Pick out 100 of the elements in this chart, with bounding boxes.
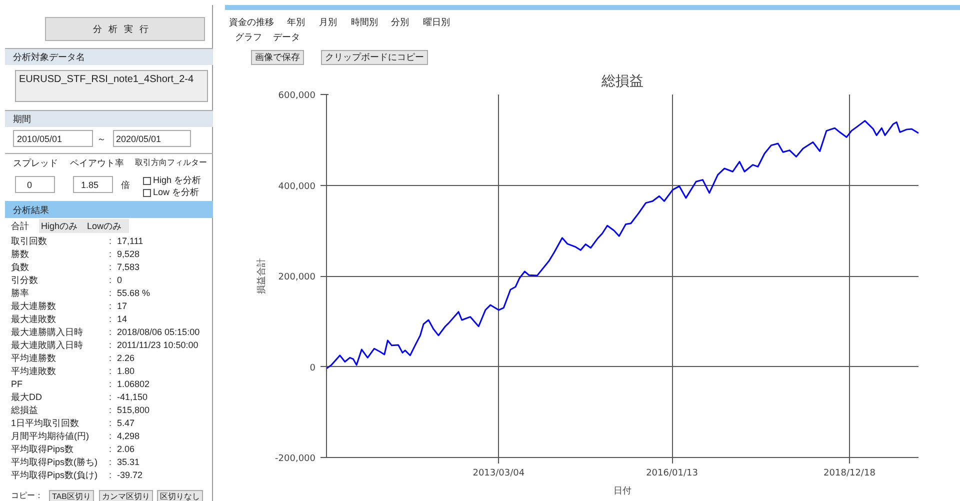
- text: 515,800: [117, 404, 150, 417]
- text: 9,528: [117, 248, 140, 261]
- text: 1日平均取引回数: [11, 417, 80, 430]
- text: 平均連敗数: [11, 365, 56, 378]
- text: :: [109, 261, 112, 274]
- text: 平均連勝数: [11, 352, 56, 365]
- text: 分別: [391, 16, 409, 29]
- text: 5.47: [117, 417, 135, 430]
- text: グラフ: [235, 31, 262, 44]
- text: クリップボードにコピー: [321, 50, 428, 65]
- text: 取引回数: [11, 235, 47, 248]
- text: 分析対象データ名: [13, 51, 85, 64]
- text: ～: [97, 133, 106, 146]
- text: 分 析 実 行: [93, 23, 151, 36]
- text: カンマ区切り: [99, 490, 153, 501]
- text: TAB区切り: [49, 490, 94, 501]
- y-tick-label: 0: [310, 363, 316, 374]
- chart-title: 総損益: [600, 74, 644, 90]
- text: -39.72: [117, 469, 143, 482]
- text: 0: [117, 274, 122, 287]
- text: 月別: [319, 16, 337, 29]
- y-tick-label: -200,000: [275, 454, 316, 464]
- text: 最大連勝購入日時: [11, 326, 83, 339]
- text: 合計: [11, 220, 29, 233]
- text: 倍: [121, 179, 130, 192]
- text: 55.68 %: [117, 287, 150, 300]
- text: 2010/05/01: [17, 133, 62, 146]
- text: 2011/11/23 10:50:00: [117, 339, 198, 352]
- text: :: [109, 287, 112, 300]
- text: PF: [11, 378, 23, 391]
- text: 総損益: [11, 404, 38, 417]
- text: 2.06: [117, 443, 135, 456]
- text: :: [109, 326, 112, 339]
- text: :: [109, 274, 112, 287]
- text: 14: [117, 313, 128, 326]
- text: :: [109, 443, 112, 456]
- text: 負数: [11, 261, 29, 274]
- y-axis-title: 損益合計: [256, 258, 268, 294]
- text: 最大連敗購入日時: [11, 339, 83, 352]
- text: :: [109, 339, 112, 352]
- text: 7,583: [117, 261, 140, 274]
- x-tick-label: 2018/12/18: [824, 468, 876, 478]
- text: 勝率: [11, 287, 29, 300]
- text: 平均取得Pips数(負け): [11, 469, 98, 482]
- text: :: [109, 391, 112, 404]
- text: 1.85: [81, 179, 99, 192]
- text: 17: [117, 300, 128, 313]
- x-axis-title: 日付: [614, 486, 632, 496]
- x-tick-label: 2016/01/13: [646, 468, 698, 478]
- text: 平均取得Pips数: [11, 443, 74, 456]
- text: 2.26: [117, 352, 135, 365]
- text: :: [109, 430, 112, 443]
- text: 最大DD: [11, 391, 42, 404]
- text: 2018/08/06 05:15:00: [117, 326, 200, 339]
- text: :: [109, 378, 112, 391]
- text: :: [109, 417, 112, 430]
- text: データ: [273, 31, 300, 44]
- text: 資金の推移: [229, 16, 274, 29]
- text: 分析結果: [13, 204, 49, 217]
- text: :: [109, 300, 112, 313]
- text: スプレッド: [13, 157, 58, 170]
- text: 年別: [287, 16, 305, 29]
- y-tick-label: 400,000: [278, 182, 316, 192]
- text: コピー：: [11, 490, 43, 501]
- text: :: [109, 235, 112, 248]
- y-tick-label: 600,000: [278, 91, 316, 101]
- text: 区切りなし: [157, 490, 203, 501]
- text: :: [109, 404, 112, 417]
- text: 画像で保存: [251, 50, 304, 65]
- text: 平均取得Pips数(勝ち): [11, 456, 98, 469]
- text: 月間平均期待値(円): [11, 430, 89, 443]
- text: :: [109, 365, 112, 378]
- text: 時間別: [351, 16, 378, 29]
- text: Low を分析: [153, 186, 200, 199]
- text: 4,298: [117, 430, 140, 443]
- text: Lowのみ: [87, 220, 122, 233]
- y-tick-label: 200,000: [278, 272, 316, 282]
- text: 17,111: [117, 235, 144, 248]
- text: 曜日別: [423, 16, 450, 29]
- text: 最大連敗数: [11, 313, 56, 326]
- text: :: [109, 313, 112, 326]
- text: Highのみ: [41, 220, 78, 233]
- text: 勝数: [11, 248, 29, 261]
- text: 2020/05/01: [116, 133, 162, 146]
- text: :: [109, 352, 112, 365]
- text: EURUSD_STF_RSI_note1_4Short_2-4: [19, 73, 194, 87]
- text: High を分析: [153, 174, 202, 187]
- text: -41,150: [117, 391, 148, 404]
- text: 最大連勝数: [11, 300, 56, 313]
- text: ペイアウト率: [70, 157, 124, 170]
- text: 35.31: [117, 456, 140, 469]
- text: :: [109, 248, 112, 261]
- text: :: [109, 456, 112, 469]
- text: 0: [27, 179, 32, 192]
- text: :: [109, 469, 112, 482]
- text: 取引方向フィルター: [135, 157, 207, 168]
- x-tick-label: 2013/03/04: [472, 468, 525, 478]
- text: 引分数: [11, 274, 38, 287]
- text: 1.06802: [117, 378, 150, 391]
- line-series: [326, 120, 918, 370]
